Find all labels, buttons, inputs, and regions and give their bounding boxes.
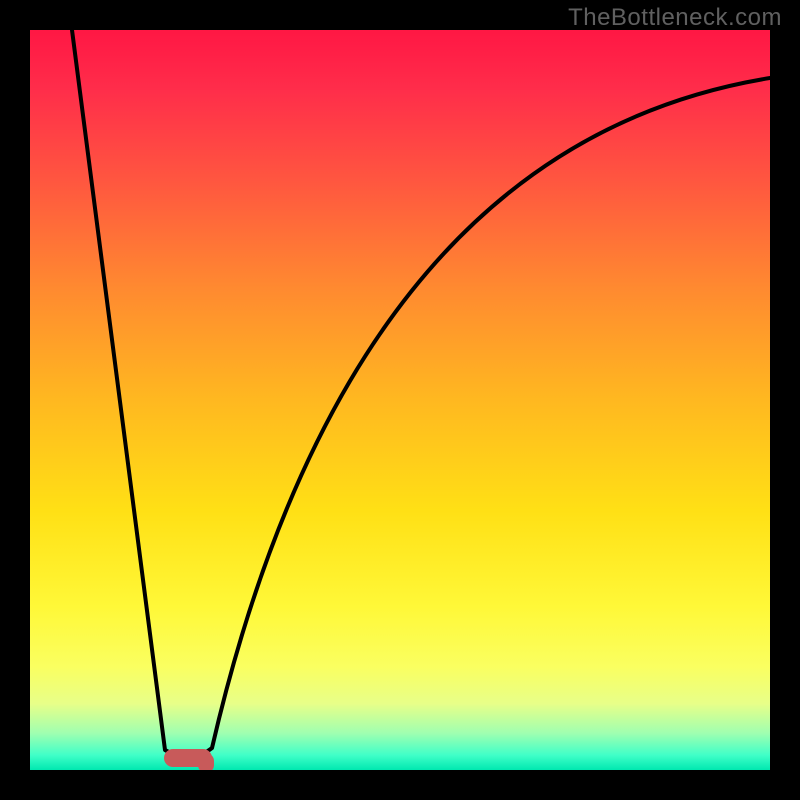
optimal-point-marker	[164, 749, 212, 767]
watermark-text: TheBottleneck.com	[568, 4, 782, 32]
chart-plot-area	[30, 30, 770, 770]
bottleneck-curve	[30, 30, 770, 770]
